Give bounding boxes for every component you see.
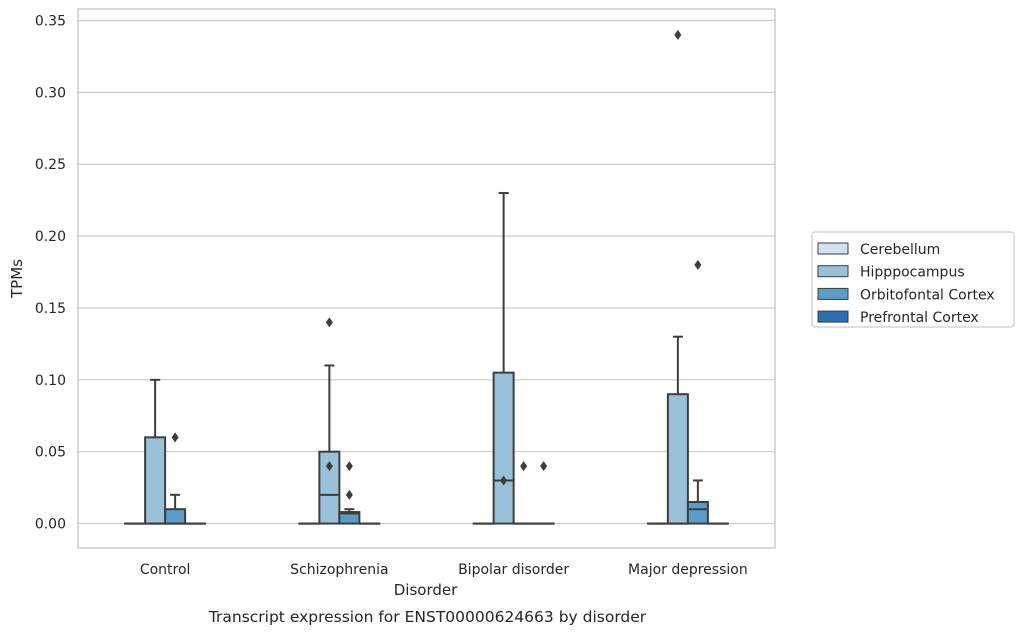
y-tick-label: 0.30	[35, 85, 66, 101]
outlier-point	[171, 432, 179, 443]
chart-caption: Transcript expression for ENST0000062466…	[208, 608, 647, 626]
gridlines	[78, 19, 775, 525]
y-tick-label: 0.25	[35, 157, 66, 173]
outlier-point	[325, 461, 333, 472]
y-axis-label: TPMs	[8, 259, 26, 299]
box	[686, 501, 709, 525]
x-tick-label: Major depression	[628, 562, 748, 578]
legend-label: Orbitofontal Cortex	[860, 287, 995, 303]
y-axis-ticks: 0.00 0.05 0.10 0.15 0.20 0.25 0.30 0.35	[35, 13, 66, 532]
box	[666, 393, 689, 525]
box	[144, 436, 167, 525]
y-tick-label: 0.20	[35, 229, 66, 245]
outlier-point	[520, 461, 528, 472]
box-hipppocampus	[666, 29, 689, 525]
box-orbitofontal-cortex	[338, 461, 361, 525]
legend-box	[811, 231, 1015, 328]
boxes	[124, 29, 729, 525]
outlier-point	[345, 461, 353, 472]
x-tick-label: Bipolar disorder	[458, 562, 569, 578]
x-tick-label: Schizophrenia	[290, 562, 388, 578]
legend-label: Prefrontal Cortex	[860, 310, 979, 326]
box-orbitofontal-cortex	[686, 259, 709, 525]
box	[318, 450, 341, 525]
x-axis-ticks: Control Schizophrenia Bipolar disorder Majo…	[140, 562, 748, 578]
outlier-point	[500, 475, 508, 486]
x-tick-label: Control	[140, 562, 191, 578]
outlier-point	[540, 461, 548, 472]
plot-frame	[77, 8, 776, 549]
legend-swatch	[817, 287, 849, 300]
legend-label: Cerebellum	[860, 242, 940, 258]
legend-label: Hipppocampus	[860, 265, 965, 281]
outlier-point	[674, 29, 682, 40]
box-hipppocampus	[144, 378, 167, 525]
box-prefrontal-cortex	[532, 461, 555, 525]
box-orbitofontal-cortex	[512, 461, 535, 525]
box	[164, 508, 187, 525]
x-axis-label: Disorder	[394, 581, 458, 599]
legend-swatch	[817, 310, 849, 323]
y-tick-label: 0.10	[35, 373, 66, 389]
legend-swatch	[817, 265, 849, 278]
box-orbitofontal-cortex	[164, 432, 187, 525]
legend: Cerebellum Hipppocampus Orbitofontal Corte…	[811, 231, 1015, 328]
legend-swatch	[817, 242, 849, 255]
box-hipppocampus	[318, 317, 341, 525]
y-tick-label: 0.00	[35, 517, 66, 533]
box-hipppocampus	[492, 191, 515, 525]
outlier-point	[694, 259, 702, 270]
y-tick-label: 0.05	[35, 445, 66, 461]
y-tick-label: 0.15	[35, 301, 66, 317]
box	[338, 511, 361, 525]
outlier-point	[325, 317, 333, 328]
y-tick-label: 0.35	[35, 13, 66, 29]
box	[492, 371, 515, 525]
outlier-point	[345, 489, 353, 500]
